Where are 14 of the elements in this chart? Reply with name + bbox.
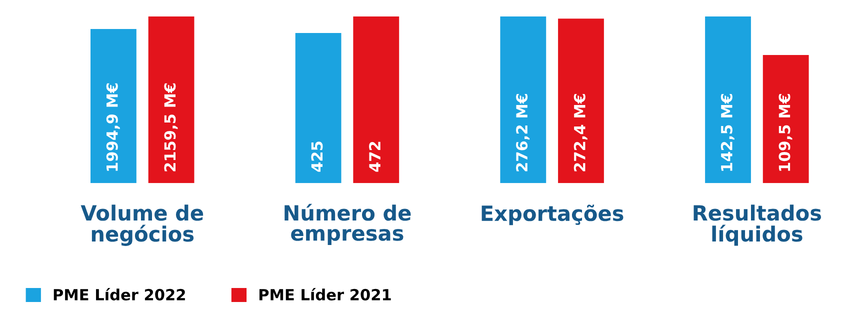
x-axis-title: Número de empresas [284, 204, 411, 245]
x-axis-title: Exportações [482, 204, 624, 226]
data-label: 276,2 M€ [516, 94, 530, 172]
x-axis-title: Volume de negócios [80, 204, 204, 246]
legend-label: PME Líder 2022 [54, 288, 185, 300]
data-label: 272,4 M€ [574, 94, 588, 172]
data-label: 425 [311, 142, 323, 172]
data-label: 142,5 M€ [720, 94, 734, 171]
x-axis-title: Resultados líquidos [694, 204, 822, 246]
legend-label: PME Líder 2021 [259, 288, 391, 300]
data-label: 1994,9 M€ [106, 83, 120, 171]
data-label: 472 [369, 142, 380, 172]
data-label: 2159,5 M€ [164, 83, 178, 172]
data-label: 109,5 M€ [778, 94, 792, 171]
